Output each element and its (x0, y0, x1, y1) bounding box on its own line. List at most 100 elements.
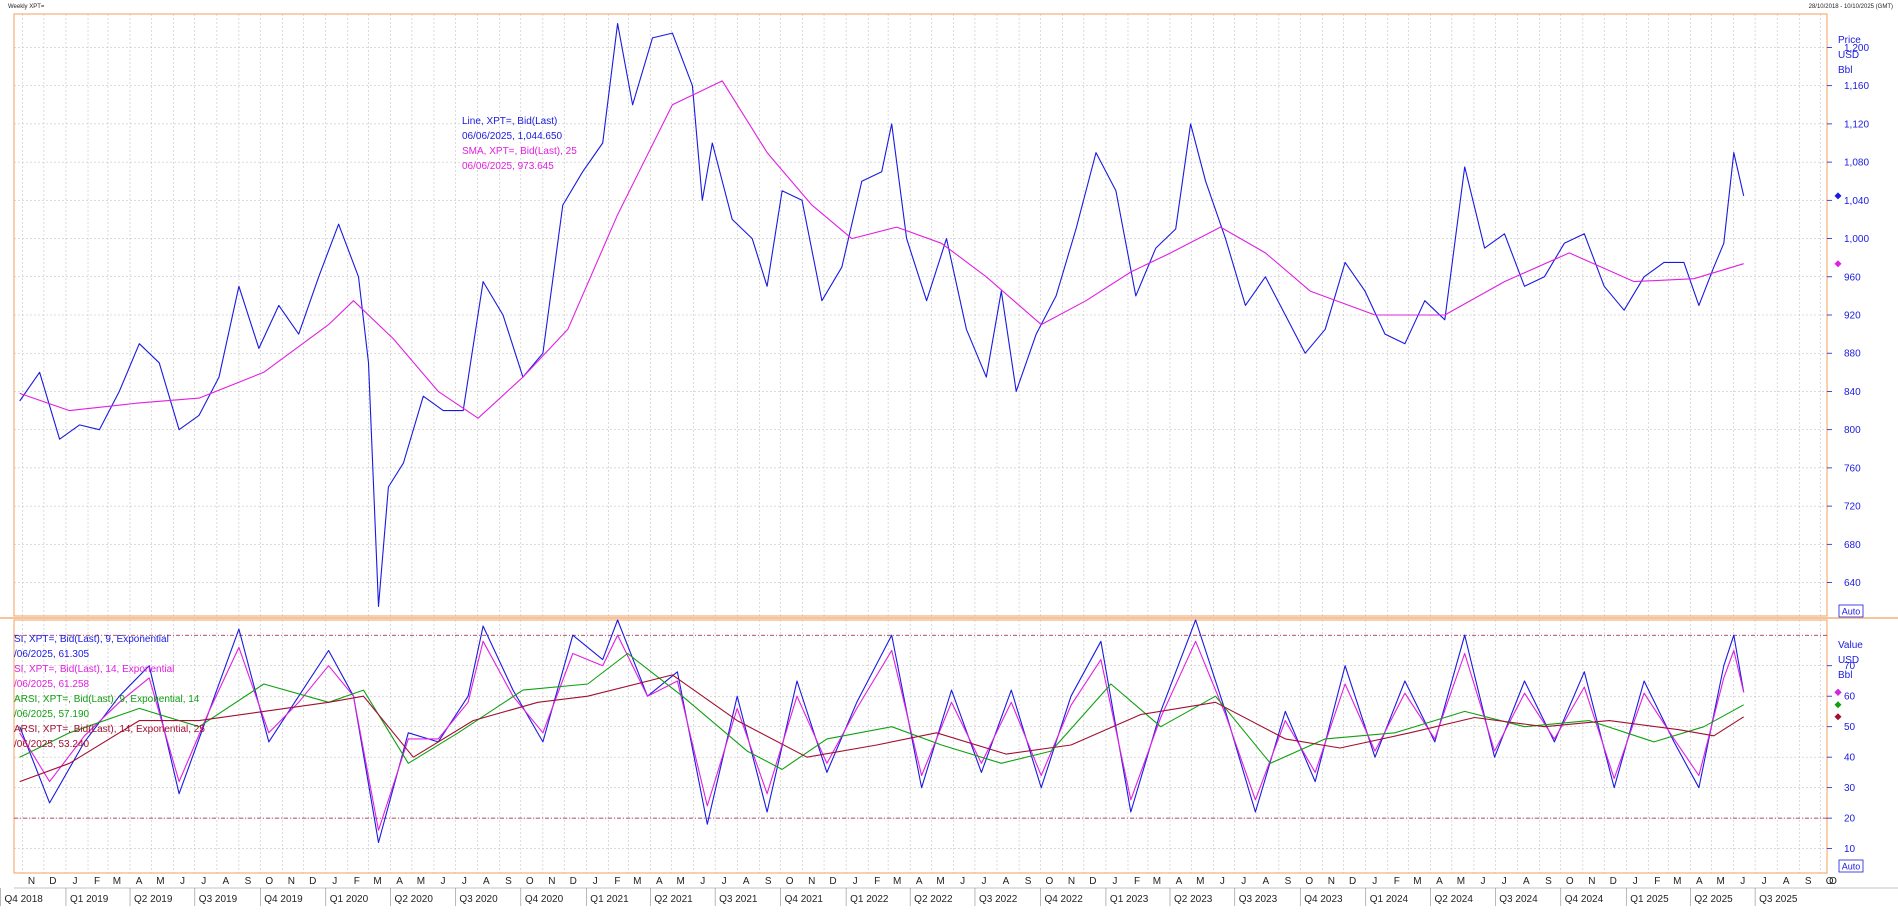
price-legend-line-2: 06/06/2025, 1,044.650 (462, 131, 563, 142)
rsi-axis-title-3: Bbl (1838, 670, 1852, 681)
quarter-label: Q2 2020 (395, 894, 434, 905)
price-axis-title-3: Bbl (1838, 65, 1852, 76)
rsi-markers (1834, 688, 1842, 721)
rsi-series (19, 619, 1745, 844)
month-label: D (49, 876, 56, 887)
rsi-series-line-3[interactable] (19, 674, 1744, 783)
month-label: M (1717, 876, 1725, 887)
price-y-tick-label: 840 (1844, 387, 1861, 398)
rsi-legend-line-6: /06/2025, 57.190 (14, 709, 90, 720)
month-label: J (1220, 876, 1225, 887)
month-label: J (1372, 876, 1377, 887)
price-y-tick-label: 800 (1844, 425, 1861, 436)
month-label: A (1523, 876, 1530, 887)
price-legend-line-3: SMA, XPT=, Bid(Last), 25 (462, 146, 577, 157)
rsi-y-tick-label: 50 (1844, 722, 1856, 733)
month-label: A (916, 876, 923, 887)
price-series-line-0[interactable] (19, 23, 1745, 607)
month-label: S (1545, 876, 1552, 887)
month-label: A (1696, 876, 1703, 887)
price-panel[interactable]: 640 680 720 760 800 840 880 920 960 1,000 1,040 1,0… (13, 13, 1869, 618)
rsi-last-value-marker (1834, 713, 1842, 721)
month-label: J (72, 876, 77, 887)
rsi-legend-line-8: /06/2025, 53.240 (14, 739, 90, 750)
quarter-label: Q4 2018 (4, 894, 43, 905)
quarter-label: Q3 2025 (1759, 894, 1798, 905)
rsi-series-line-2[interactable] (19, 652, 1744, 770)
month-label: J (981, 876, 986, 887)
month-label: A (396, 876, 403, 887)
month-label: D (570, 876, 577, 887)
quarter-label: Q3 2021 (719, 894, 758, 905)
month-label: N (1588, 876, 1595, 887)
month-label: O (1826, 876, 1834, 887)
month-label: A (1176, 876, 1183, 887)
rsi-auto-button[interactable]: Auto (1838, 859, 1864, 873)
rsi-y-tick-label: 40 (1844, 753, 1856, 764)
rsi-series-line-0[interactable] (19, 619, 1745, 844)
month-label: N (808, 876, 815, 887)
rsi-legend-line-5: ARSI, XPT=, Bid(Last), 9, Exponential, 1… (14, 694, 200, 705)
month-label: A (743, 876, 750, 887)
rsi-series-line-1[interactable] (19, 634, 1745, 831)
price-auto-button-box[interactable] (1838, 604, 1864, 618)
month-label: A (1003, 876, 1010, 887)
quarter-label: Q1 2021 (590, 894, 629, 905)
month-label: F (354, 876, 360, 887)
price-auto-label[interactable]: Auto (1842, 607, 1861, 617)
rsi-auto-label[interactable]: Auto (1842, 862, 1861, 872)
month-label: O (1046, 876, 1054, 887)
month-label: M (633, 876, 641, 887)
rsi-auto-button-box[interactable] (1838, 859, 1864, 873)
quarter-label: Q1 2022 (850, 894, 889, 905)
price-y-tick-label: 760 (1844, 463, 1861, 474)
month-label: A (1783, 876, 1790, 887)
month-label: M (1196, 876, 1204, 887)
price-series (19, 23, 1745, 607)
month-label: A (223, 876, 230, 887)
month-label: F (1654, 876, 1660, 887)
month-label: J (593, 876, 598, 887)
price-legend: Line, XPT=, Bid(Last) 06/06/2025, 1,044.… (462, 116, 577, 172)
rsi-legend: SI, XPT=, Bid(Last), 9, Exponential /06/… (14, 634, 205, 750)
rsi-panel[interactable]: 10 20 30 40 50 60 70 SI, XPT=, Bid(Last), 9, E… (13, 619, 1864, 874)
rsi-last-value-marker (1834, 688, 1842, 696)
quarter-label: Q3 2023 (1239, 894, 1278, 905)
price-y-tick-label: 640 (1844, 578, 1861, 589)
month-label: O (526, 876, 534, 887)
month-label: D (309, 876, 316, 887)
month-label: O (1566, 876, 1574, 887)
month-label: J (1502, 876, 1507, 887)
price-y-tick-label: 1,200 (1844, 43, 1869, 54)
month-label: M (1457, 876, 1465, 887)
quarter-label: Q4 2019 (264, 894, 303, 905)
month-label: M (1153, 876, 1161, 887)
price-y-tick-label: 960 (1844, 272, 1861, 283)
quarter-label: Q3 2022 (979, 894, 1018, 905)
price-series-line-1[interactable] (19, 80, 1744, 419)
month-label: J (1740, 876, 1745, 887)
rsi-last-value-marker (1834, 701, 1842, 709)
price-y-tick-label: 880 (1844, 349, 1861, 360)
price-auto-button[interactable]: Auto (1838, 604, 1864, 618)
month-label: J (700, 876, 705, 887)
quarter-label: Q1 2024 (1370, 894, 1409, 905)
price-y-tick-label: 920 (1844, 311, 1861, 322)
rsi-legend-line-2: /06/2025, 61.305 (14, 649, 90, 660)
month-label: M (893, 876, 901, 887)
rsi-y-axis: 10 20 30 40 50 60 70 (1827, 661, 1856, 855)
month-label: F (614, 876, 620, 887)
rsi-legend-line-1: SI, XPT=, Bid(Last), 9, Exponential (14, 634, 169, 645)
quarter-label: Q2 2021 (654, 894, 693, 905)
month-label: S (505, 876, 512, 887)
month-label: M (373, 876, 381, 887)
month-label: N (1068, 876, 1075, 887)
month-label: N (548, 876, 555, 887)
month-label: S (245, 876, 252, 887)
month-label: S (1805, 876, 1812, 887)
quarter-label: Q4 2020 (525, 894, 564, 905)
price-legend-line-4: 06/06/2025, 973.645 (462, 161, 554, 172)
price-y-tick-label: 1,000 (1844, 234, 1869, 245)
